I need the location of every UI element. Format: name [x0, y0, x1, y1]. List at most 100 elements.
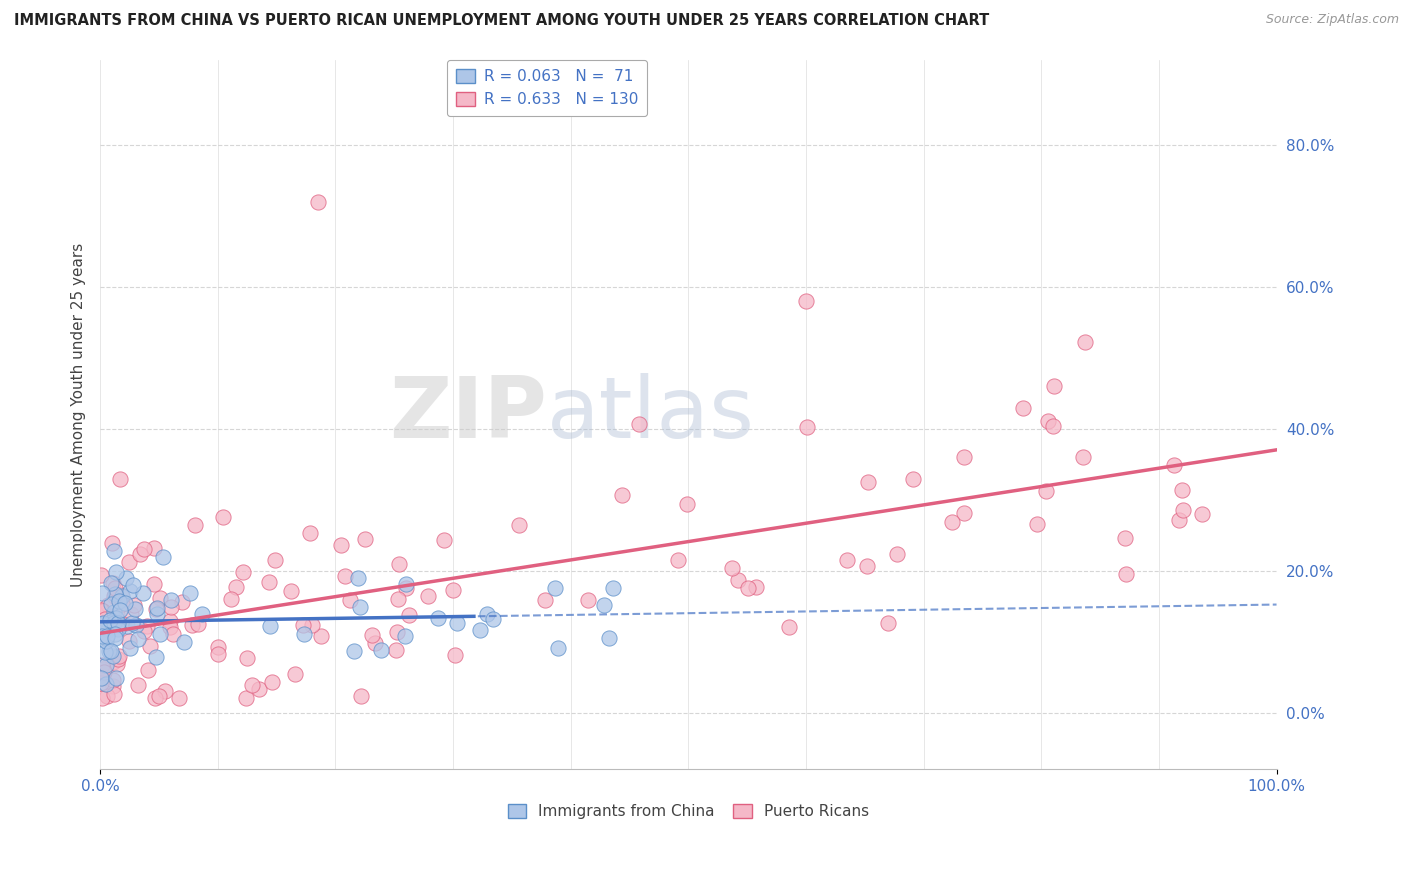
Point [90, 658, 112, 673]
Point [101, 648, 124, 663]
Point [107, 615, 129, 630]
Point [134, 624, 156, 639]
Point [837, 553, 859, 567]
Point [856, 558, 879, 573]
Point [97, 622, 120, 636]
Point [796, 420, 818, 434]
Point [370, 643, 392, 657]
Point [108, 602, 131, 616]
Point [107, 651, 129, 665]
Point [159, 593, 181, 607]
Point [385, 624, 408, 639]
Point [121, 615, 143, 630]
Point [114, 596, 136, 610]
Point [105, 671, 128, 685]
Point [186, 617, 208, 632]
Point [301, 617, 323, 632]
Point [1167, 513, 1189, 527]
Y-axis label: Unemployment Among Youth under 25 years: Unemployment Among Youth under 25 years [72, 243, 86, 587]
Point [387, 592, 409, 607]
Point [610, 488, 633, 502]
Point [100, 615, 122, 629]
Point [108, 594, 131, 608]
Point [94, 676, 117, 690]
Point [1035, 483, 1057, 498]
Point [232, 565, 254, 579]
Point [592, 599, 614, 613]
Point [103, 688, 125, 702]
Point [124, 602, 146, 616]
Point [1114, 531, 1136, 545]
Point [1191, 507, 1213, 521]
Point [385, 643, 408, 657]
Text: Source: ZipAtlas.com: Source: ZipAtlas.com [1265, 13, 1399, 27]
Point [191, 607, 214, 621]
Point [1115, 566, 1137, 581]
Point [103, 679, 125, 693]
Point [148, 690, 170, 704]
Point [307, 194, 329, 209]
Point [110, 472, 132, 486]
Point [219, 592, 242, 607]
Point [103, 544, 125, 558]
Point [395, 581, 418, 595]
Point [363, 636, 385, 650]
Point [91, 586, 114, 600]
Point [159, 620, 181, 634]
Point [142, 541, 165, 555]
Point [388, 558, 411, 572]
Point [90, 617, 112, 632]
Point [152, 549, 174, 564]
Point [745, 580, 768, 594]
Point [398, 607, 420, 622]
Point [91, 662, 114, 676]
Point [145, 607, 167, 622]
Point [886, 548, 908, 562]
Point [94, 657, 117, 672]
Point [96, 689, 118, 703]
Point [139, 640, 162, 654]
Point [941, 516, 963, 530]
Point [98, 644, 121, 658]
Point [162, 626, 184, 640]
Point [107, 648, 129, 663]
Point [90, 603, 112, 617]
Point [104, 587, 127, 601]
Point [94, 612, 117, 626]
Point [93, 672, 115, 686]
Point [184, 517, 207, 532]
Point [1036, 415, 1059, 429]
Point [117, 555, 139, 569]
Point [952, 450, 974, 465]
Point [292, 618, 315, 632]
Point [96, 630, 118, 644]
Point [339, 593, 361, 607]
Point [953, 506, 976, 520]
Point [145, 600, 167, 615]
Point [145, 650, 167, 665]
Point [138, 663, 160, 677]
Point [329, 538, 352, 552]
Point [242, 678, 264, 692]
Point [104, 581, 127, 595]
Point [142, 577, 165, 591]
Point [602, 582, 624, 596]
Point [284, 667, 307, 681]
Point [292, 627, 315, 641]
Point [1163, 458, 1185, 473]
Point [1074, 335, 1097, 350]
Point [153, 684, 176, 698]
Point [93, 665, 115, 680]
Point [211, 510, 233, 524]
Point [159, 614, 181, 628]
Point [259, 619, 281, 633]
Point [127, 678, 149, 692]
Point [103, 626, 125, 640]
Point [207, 640, 229, 655]
Point [433, 533, 456, 548]
Text: IMMIGRANTS FROM CHINA VS PUERTO RICAN UNEMPLOYMENT AMONG YOUTH UNDER 25 YEARS CO: IMMIGRANTS FROM CHINA VS PUERTO RICAN UN… [14, 13, 990, 29]
Point [120, 607, 142, 621]
Point [207, 647, 229, 661]
Point [111, 616, 134, 631]
Point [100, 597, 122, 611]
